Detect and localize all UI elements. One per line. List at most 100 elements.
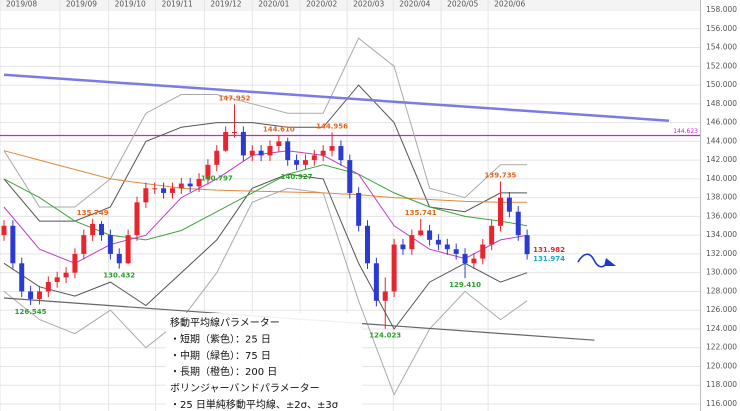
x-tick-label: 2020/03 xyxy=(353,0,384,9)
candle-body xyxy=(240,131,246,156)
x-tick-label: 2020/06 xyxy=(494,0,525,9)
y-tick-label: 134.000 xyxy=(706,230,737,239)
candles xyxy=(1,104,530,329)
candle-body xyxy=(400,244,406,250)
note-line: 移動平均線パラメーター xyxy=(170,316,280,329)
candle-body xyxy=(72,253,78,273)
y-tick-label: 148.000 xyxy=(706,99,737,108)
candle-body xyxy=(143,188,149,203)
x-tick-label: 2020/05 xyxy=(447,0,478,9)
candle-body xyxy=(515,211,521,236)
x-tick-label: 2020/02 xyxy=(306,0,337,9)
candle-body xyxy=(99,223,105,236)
y-tick-label: 156.000 xyxy=(706,24,737,33)
candle-body xyxy=(276,141,282,147)
candle-body xyxy=(329,146,335,151)
candle-body xyxy=(480,244,486,259)
indicator-line xyxy=(3,37,528,208)
candle-body xyxy=(214,150,220,165)
x-tick-label: 2019/09 xyxy=(66,0,97,9)
candle-body xyxy=(356,192,362,226)
x-tick-label: 2019/10 xyxy=(115,0,146,9)
candle-body xyxy=(178,183,184,189)
candle-body xyxy=(453,249,459,254)
y-tick-label: 154.000 xyxy=(706,43,737,52)
candle-body xyxy=(223,131,229,151)
candle-body xyxy=(28,291,34,299)
y-tick-label: 120.000 xyxy=(706,361,737,370)
price-label: 135.749 xyxy=(77,209,109,217)
forecast-arrow xyxy=(577,253,616,268)
candle-body xyxy=(435,239,441,245)
candle-body xyxy=(365,225,371,264)
x-tick-label: 2020/04 xyxy=(399,0,430,9)
price-label: 144.956 xyxy=(316,122,348,130)
candle-body xyxy=(294,160,300,165)
candle-body xyxy=(1,225,7,236)
y-tick-label: 142.000 xyxy=(706,155,737,164)
y-tick-label: 152.000 xyxy=(706,61,737,70)
hline-label: 144.623 xyxy=(673,128,698,135)
y-tick-label: 118.000 xyxy=(706,380,737,389)
note-line: ・短期（紫色）：25 日 xyxy=(170,332,271,345)
note-line: ボリンジャーバンドパラメーター xyxy=(170,383,320,395)
candle-body xyxy=(249,150,255,156)
x-tick-label: 2019/11 xyxy=(162,0,193,9)
candle-body xyxy=(382,291,388,301)
price-label: 135.741 xyxy=(405,209,437,217)
indicator-line xyxy=(3,187,528,396)
price-label: 126.545 xyxy=(15,308,47,316)
candle-body xyxy=(302,160,308,165)
candle-body xyxy=(347,160,353,193)
y-tick-label: 140.000 xyxy=(706,174,737,183)
price-label: 139.735 xyxy=(485,171,517,179)
candle-body xyxy=(169,188,175,193)
y-tick-label: 150.000 xyxy=(706,80,737,89)
candle-body xyxy=(134,202,140,236)
y-tick-label: 130.000 xyxy=(706,268,737,277)
indicator-line xyxy=(3,150,528,203)
candle-body xyxy=(471,258,477,264)
x-tick-label: 2019/08 xyxy=(6,0,37,9)
candle-body xyxy=(409,235,415,250)
candle-body xyxy=(391,244,397,292)
candle-body xyxy=(498,197,504,226)
y-tick-label: 136.000 xyxy=(706,211,737,220)
note-box: 移動平均線パラメーター・短期（紫色）：25 日・中期（緑色）：75 日・長期（橙… xyxy=(166,313,362,411)
trendline xyxy=(3,73,670,122)
y-tick-label: 132.000 xyxy=(706,249,737,258)
candle-body xyxy=(506,197,512,212)
candle-body xyxy=(311,155,317,161)
candle-body xyxy=(524,235,530,255)
candle-body xyxy=(19,263,25,292)
candle-body xyxy=(107,235,113,254)
indicator-line xyxy=(3,84,528,222)
x-tick-label: 2020/01 xyxy=(258,0,289,9)
price-label: 147.952 xyxy=(219,94,251,102)
note-line: ・長期（橙色）：200 日 xyxy=(170,365,277,378)
overlay-lines xyxy=(0,37,700,396)
note-line: ・25 日単純移動平均線、±2σ、±3σ xyxy=(170,398,339,411)
candle-body xyxy=(489,225,495,245)
y-tick-label: 122.000 xyxy=(706,343,737,352)
price-label: 124.023 xyxy=(369,332,401,340)
candle-body xyxy=(320,150,326,156)
price-label: 129.410 xyxy=(449,281,481,289)
annotations: 144.623 147.952 144.610 144.956 140.797 140.9… xyxy=(15,94,699,339)
price-label: 130.432 xyxy=(103,272,135,280)
candle-body xyxy=(152,188,158,190)
price-label: 131.974 xyxy=(533,255,565,263)
y-tick-label: 124.000 xyxy=(706,324,737,333)
y-tick-label: 128.000 xyxy=(706,286,737,295)
candle-body xyxy=(373,263,379,301)
date-strip xyxy=(0,0,700,9)
candle-body xyxy=(36,291,42,299)
candle-body xyxy=(90,223,96,236)
candle-body xyxy=(267,146,273,156)
arrow-head xyxy=(604,258,616,266)
candle-body xyxy=(54,277,60,283)
note-background xyxy=(166,313,362,411)
y-tick-label: 116.000 xyxy=(706,399,737,408)
candle-body xyxy=(116,253,122,264)
